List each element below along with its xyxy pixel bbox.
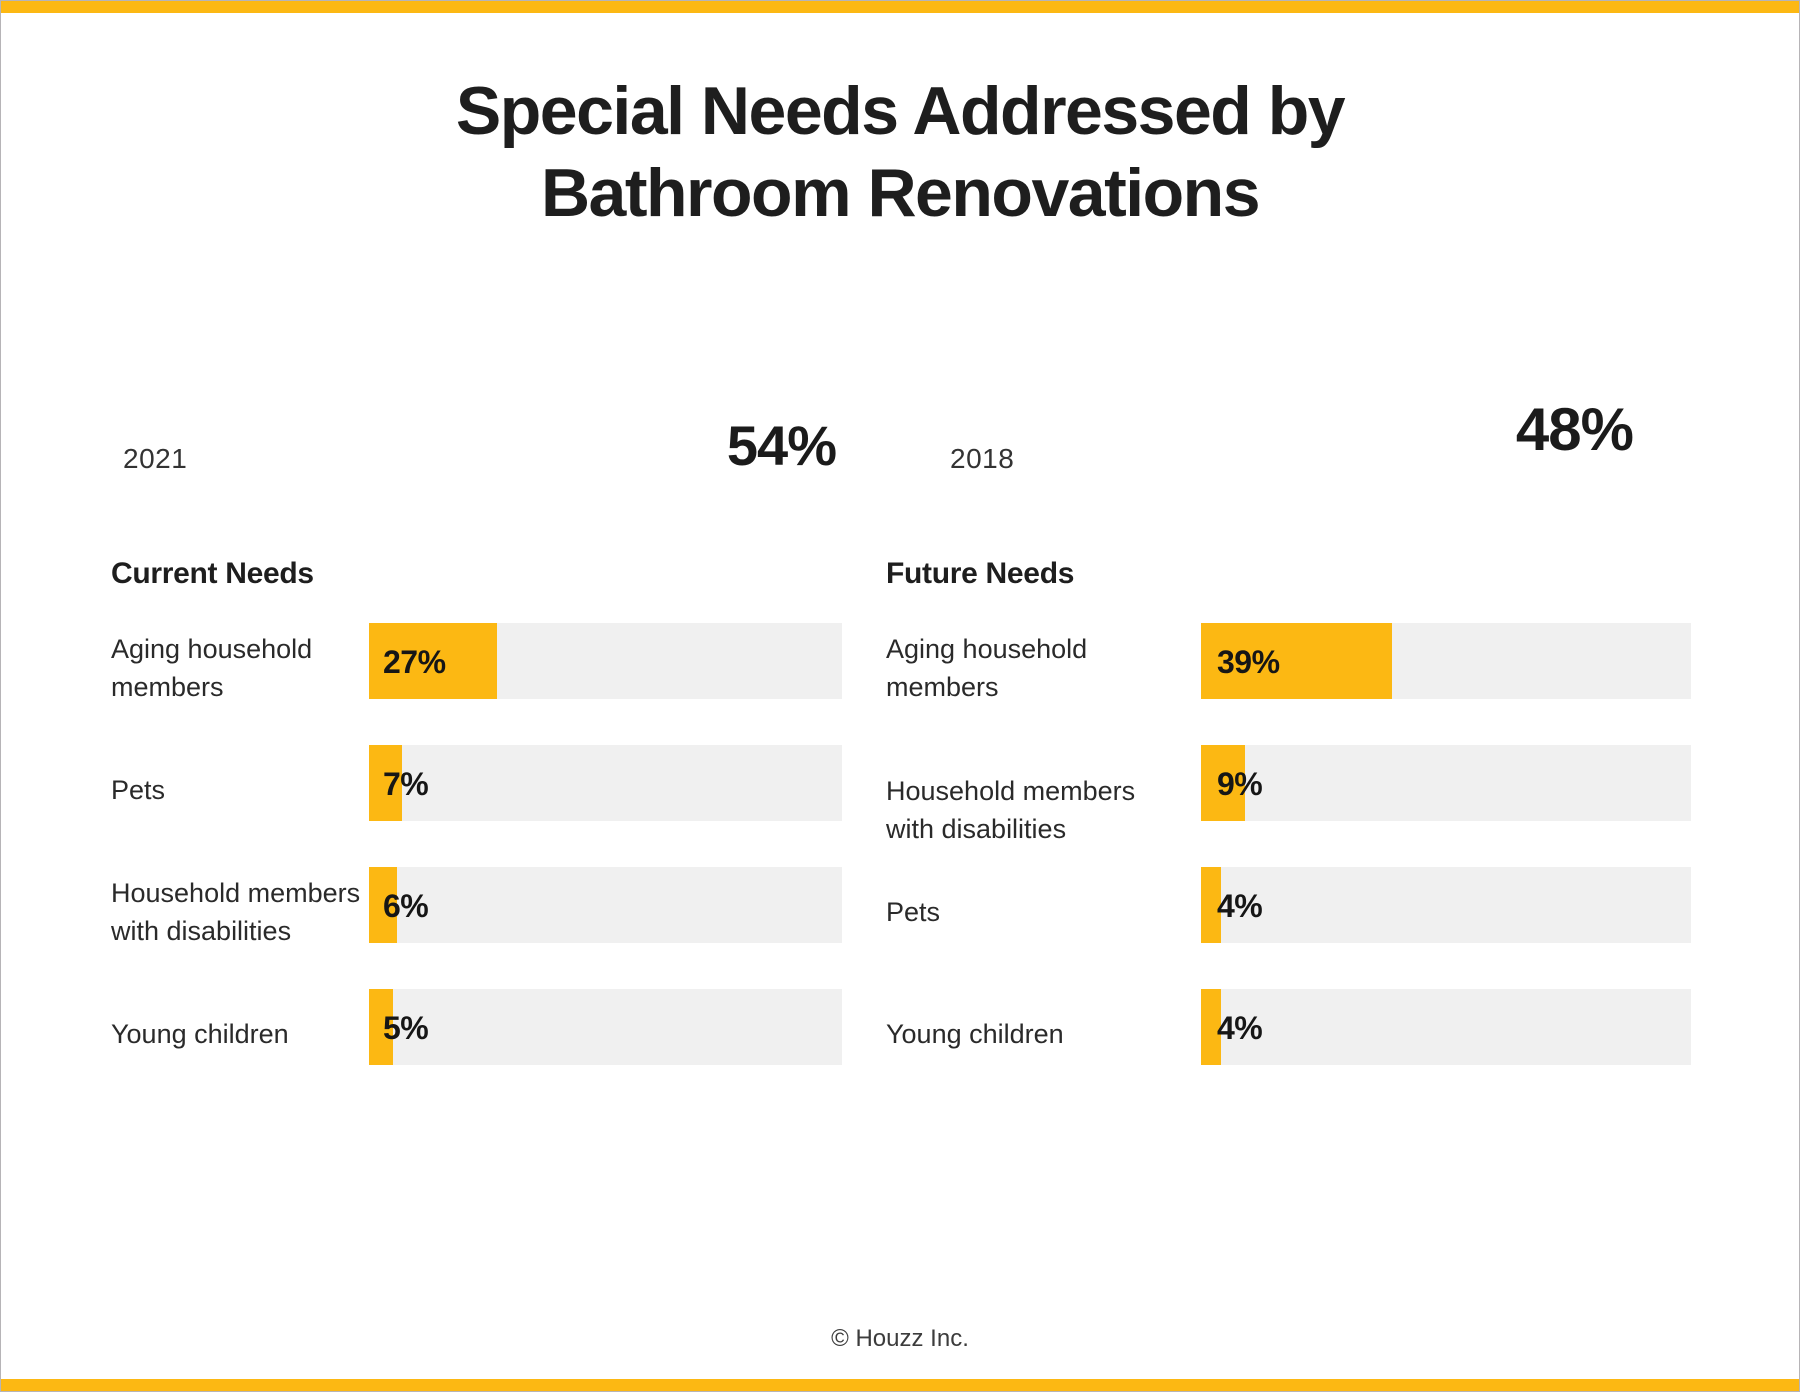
category-label: Young children [886,1019,1064,1050]
bar-fill [1201,623,1393,699]
year-label-2021: 2021 [123,443,188,474]
bar-fill [1201,745,1246,821]
category-label: Pets [886,897,941,928]
headline-percent-2018: 48% [1515,396,1634,463]
category-label: Pets [111,775,166,806]
headline-percent-2021: 54% [726,414,837,477]
bar-fill [1201,867,1221,943]
bar-row: Aging household members 27% [111,623,842,702]
bar-track [1201,745,1691,821]
section-title-future-needs: Future Needs [886,557,1075,590]
bar-row: Young children 4% [886,989,1691,1065]
bar-track [1201,989,1691,1065]
category-label: Aging household members [886,634,1088,702]
bar-row: Household members with disabilities 6% [111,867,842,946]
bottom-accent-bar [1,1379,1799,1391]
top-accent-bar [1,1,1799,13]
category-label: Household members with disabilities [111,878,361,946]
bar-value-label: 4% [1217,888,1263,924]
page-title-line1: Special Needs Addressed by [455,73,1346,149]
bar-value-label: 7% [383,766,429,802]
bar-track [369,745,842,821]
bar-value-label: 5% [383,1010,429,1046]
bar-fill [369,867,398,943]
bar-track [369,989,842,1065]
chart-current-needs: Current Needs Aging household members 27%… [111,557,842,1117]
bar-row: Young children 5% [111,989,842,1065]
bar-fill [369,623,497,699]
section-title-current-needs: Current Needs [111,557,314,590]
bar-track [369,623,842,699]
bar-track [369,867,842,943]
bar-row: Aging household members 39% [886,623,1691,702]
bar-fill [369,989,393,1065]
footer-copyright: © Houzz Inc. [831,1325,969,1352]
bar-fill [1201,989,1221,1065]
bar-value-label: 27% [383,644,446,680]
bar-row: Pets 7% [111,745,842,821]
category-label: Household members with disabilities [886,776,1136,844]
chart-future-needs: Future Needs Aging household members 39% H… [886,557,1691,1117]
year-label-2018: 2018 [950,443,1015,474]
bar-fill [369,745,403,821]
bar-value-label: 6% [383,888,429,924]
bar-row: Household members with disabilities 9% [886,745,1691,844]
bar-value-label: 39% [1217,644,1280,680]
bar-value-label: 4% [1217,1010,1263,1046]
category-label: Aging household members [111,634,313,702]
bar-track [1201,867,1691,943]
page-title: Special Needs Addressed by Bathroom Reno… [1,71,1799,234]
bar-row: Pets 4% [886,867,1691,943]
page-title-line2: Bathroom Renovations [540,154,1261,231]
category-label: Young children [111,1019,289,1050]
bar-track [1201,623,1691,699]
bar-value-label: 9% [1217,766,1263,802]
